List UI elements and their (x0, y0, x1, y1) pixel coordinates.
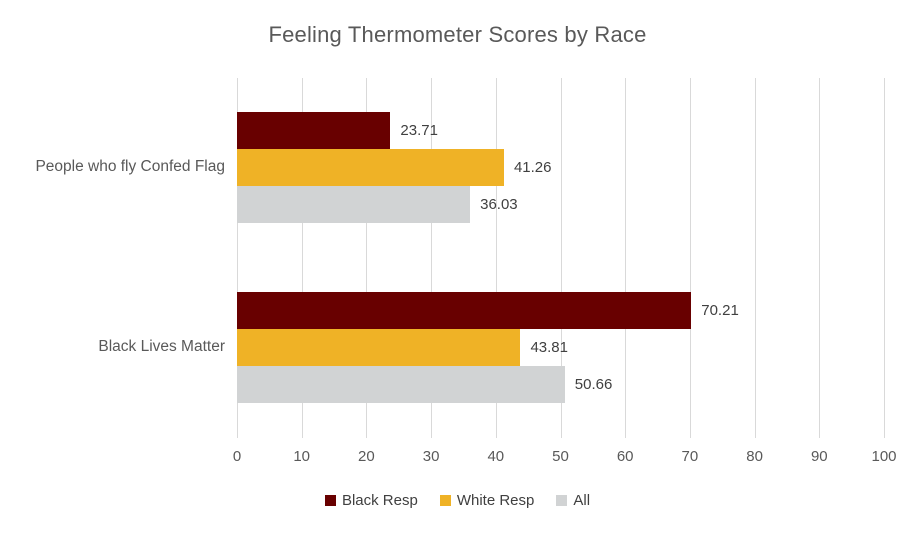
legend-swatch-icon (439, 495, 451, 506)
bar-data-label: 70.21 (701, 302, 739, 319)
gridline (301, 78, 303, 438)
chart-title: Feeling Thermometer Scores by Race (268, 22, 647, 47)
x-tick-label: 0 (232, 448, 242, 465)
x-tick-label: 10 (293, 448, 311, 465)
legend-label: All (573, 492, 591, 509)
gridline (431, 78, 433, 438)
legend-item: Black Resp (324, 492, 418, 509)
x-tick-label: 70 (681, 448, 699, 465)
category-label: Black Lives Matter (98, 338, 225, 355)
legend-label: White Resp (456, 492, 535, 509)
gridline (560, 78, 562, 438)
x-tick-label: 20 (358, 448, 375, 465)
x-tick-label: 100 (871, 448, 897, 465)
x-tick-label: 90 (810, 448, 828, 465)
x-tick-label: 40 (487, 448, 505, 465)
category-label: People who fly Confed Flag (35, 158, 225, 175)
gridline (237, 78, 238, 438)
bar (237, 186, 471, 223)
gridline (884, 78, 885, 438)
x-tick-label: 80 (746, 448, 763, 465)
gridline (366, 78, 368, 438)
bar (237, 149, 504, 186)
bar-data-label: 23.71 (400, 122, 438, 139)
x-axis: 0 10 20 30 40 50 60 70 80 90 100 (233, 448, 897, 470)
gridline (754, 78, 756, 438)
bar (237, 112, 391, 149)
bar-data-label: 41.26 (513, 159, 552, 176)
legend-item: White Resp (439, 492, 535, 509)
gridline (689, 78, 691, 438)
gridline (819, 78, 821, 438)
legend-swatch-icon (556, 495, 568, 506)
bar-data-label: 36.03 (480, 196, 518, 213)
plot-area: 23.71 41.26 36.03 70.21 43.81 50.66 (237, 78, 885, 438)
bar-data-label: 50.66 (574, 376, 613, 393)
legend-swatch-icon (324, 495, 336, 506)
bar (237, 329, 521, 366)
legend-item: All (556, 492, 590, 509)
gridline (495, 78, 497, 438)
gridline (625, 78, 627, 438)
bar-data-label: 43.81 (530, 339, 568, 356)
legend: Black Resp White Resp All (0, 492, 915, 509)
x-tick-label: 50 (552, 448, 569, 465)
x-tick-label: 30 (422, 448, 440, 465)
bar (237, 366, 565, 403)
legend-label: Black Resp (341, 492, 418, 509)
bar (237, 292, 692, 329)
y-axis-category-labels: People who fly Confed Flag Black Lives Ma… (0, 78, 225, 438)
x-tick-label: 60 (616, 448, 634, 465)
